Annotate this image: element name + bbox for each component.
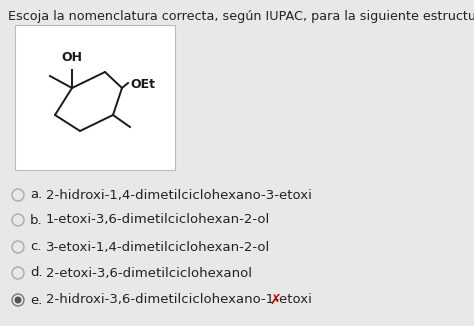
- Text: 2-hidroxi-1,4-dimetilciclohexano-3-etoxi: 2-hidroxi-1,4-dimetilciclohexano-3-etoxi: [46, 188, 312, 201]
- Text: OH: OH: [62, 51, 82, 64]
- Text: Escoja la nomenclatura correcta, según IUPAC, para la siguiente estructura:: Escoja la nomenclatura correcta, según I…: [8, 10, 474, 23]
- Text: 3-etoxi-1,4-dimetilciclohexan-2-ol: 3-etoxi-1,4-dimetilciclohexan-2-ol: [46, 241, 270, 254]
- Text: 1-etoxi-3,6-dimetilciclohexan-2-ol: 1-etoxi-3,6-dimetilciclohexan-2-ol: [46, 214, 270, 227]
- Text: 2-etoxi-3,6-dimetilciclohexanol: 2-etoxi-3,6-dimetilciclohexanol: [46, 266, 252, 279]
- FancyBboxPatch shape: [15, 25, 175, 170]
- Text: a.: a.: [30, 188, 42, 201]
- Text: e.: e.: [30, 293, 42, 306]
- Text: c.: c.: [30, 241, 42, 254]
- Text: b.: b.: [30, 214, 43, 227]
- Text: ✗: ✗: [269, 293, 281, 307]
- Text: OEt: OEt: [130, 78, 155, 91]
- Text: 2-hidroxi-3,6-dimetilciclohexano-1-etoxi: 2-hidroxi-3,6-dimetilciclohexano-1-etoxi: [46, 293, 312, 306]
- Text: d.: d.: [30, 266, 43, 279]
- Circle shape: [15, 297, 21, 304]
